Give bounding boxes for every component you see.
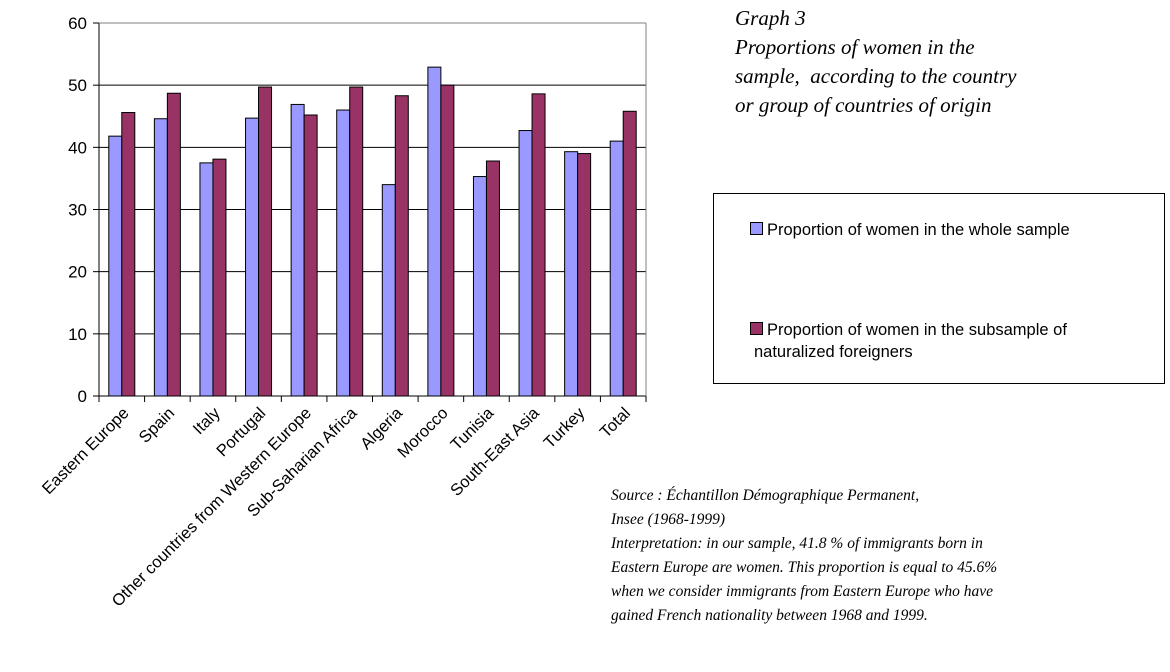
y-tick-label-10: 10 xyxy=(68,325,87,344)
y-tick-label-20: 20 xyxy=(68,263,87,282)
bar-whole-sample-portugal xyxy=(245,117,260,397)
bar-naturalized-other-countries-from-western-europe xyxy=(303,114,318,397)
bar-whole-sample-tunisia xyxy=(472,176,487,397)
x-tick-label-total: Total xyxy=(597,404,634,441)
interpretation-line3: when we consider immigrants from Eastern… xyxy=(611,583,994,600)
interpretation-line2: Eastern Europe are women. This proportio… xyxy=(611,559,998,576)
bar-whole-sample-turkey xyxy=(564,151,579,397)
axes xyxy=(93,22,647,402)
interpretation-line4: gained French nationality between 1968 a… xyxy=(611,607,928,624)
legend-item-naturalized: Proportion of women in the subsample of … xyxy=(750,319,1160,363)
legend-swatch-whole-sample xyxy=(750,222,763,235)
chart-title-line1: Graph 3 xyxy=(735,6,806,30)
legend-label-naturalized-line2: naturalized foreigners xyxy=(754,343,913,361)
legend-item-whole-sample: Proportion of women in the whole sample xyxy=(750,219,1160,241)
bar-naturalized-tunisia xyxy=(485,160,500,397)
bar-naturalized-south-east-asia xyxy=(531,93,546,397)
legend-label-naturalized-line1: Proportion of women in the subsample of xyxy=(767,321,1067,339)
y-tick-label-60: 60 xyxy=(68,14,87,33)
interpretation-line1: Interpretation: in our sample, 41.8 % of… xyxy=(611,535,983,552)
bar-naturalized-eastern-europe xyxy=(121,112,136,397)
bar-naturalized-sub-saharian-africa xyxy=(349,86,364,397)
y-tick-label-50: 50 xyxy=(68,76,87,95)
x-tick-label-morocco: Morocco xyxy=(394,404,451,461)
bar-whole-sample-total xyxy=(609,140,624,397)
chart-title-line3: sample, according to the country xyxy=(735,64,1017,88)
bar-naturalized-italy xyxy=(212,158,227,397)
chart-title-line4: or group of countries of origin xyxy=(735,93,992,117)
y-tick-label-40: 40 xyxy=(68,138,87,157)
chart-title: Graph 3 Proportions of women in the samp… xyxy=(735,4,1155,120)
bar-whole-sample-spain xyxy=(153,118,168,397)
bar-whole-sample-algeria xyxy=(381,184,396,397)
bar-whole-sample-eastern-europe xyxy=(108,135,123,397)
x-tick-label-eastern-europe: Eastern Europe xyxy=(39,404,133,498)
source-line2: Insee (1968-1999) xyxy=(611,511,726,528)
bar-naturalized-spain xyxy=(166,92,181,397)
y-tick-label-30: 30 xyxy=(68,201,87,220)
bar-naturalized-turkey xyxy=(577,153,592,397)
bar-whole-sample-morocco xyxy=(427,66,442,397)
bar-whole-sample-italy xyxy=(199,162,214,397)
legend-swatch-naturalized xyxy=(750,322,763,335)
bar-whole-sample-south-east-asia xyxy=(518,130,533,397)
y-tick-label-0: 0 xyxy=(78,387,87,406)
chart-legend: Proportion of women in the whole sample … xyxy=(713,193,1165,384)
x-tick-label-italy: Italy xyxy=(190,404,225,439)
legend-label-whole-sample: Proportion of women in the whole sample xyxy=(767,221,1070,239)
bar-naturalized-total xyxy=(622,110,637,397)
bar-naturalized-algeria xyxy=(394,95,409,397)
bar-whole-sample-sub-saharian-africa xyxy=(336,109,351,397)
x-tick-label-spain: Spain xyxy=(136,404,179,447)
source-note: Source : Échantillon Démographique Perma… xyxy=(611,484,1166,628)
bar-naturalized-portugal xyxy=(258,86,273,397)
gridlines xyxy=(99,22,646,396)
bar-whole-sample-other-countries-from-western-europe xyxy=(290,103,305,397)
chart-title-line2: Proportions of women in the xyxy=(735,35,975,59)
bars xyxy=(108,66,637,397)
x-tick-label-turkey: Turkey xyxy=(540,404,588,452)
source-line1: Source : Échantillon Démographique Perma… xyxy=(611,487,920,504)
bar-naturalized-morocco xyxy=(440,84,455,397)
